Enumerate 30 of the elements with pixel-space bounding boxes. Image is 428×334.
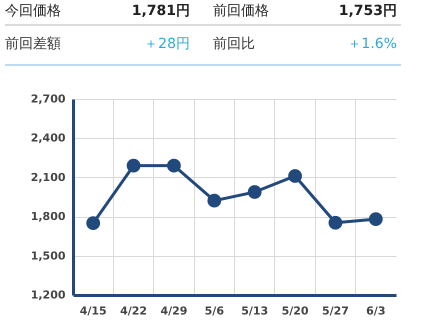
- point: [207, 194, 222, 208]
- x-tick-label: 5/13: [241, 304, 268, 318]
- point: [126, 158, 140, 173]
- point: [288, 169, 302, 183]
- point: [167, 158, 181, 173]
- point: [248, 185, 262, 199]
- y-tick-label: 2,700: [30, 92, 66, 106]
- y-tick-label: 1,500: [30, 249, 66, 262]
- point: [328, 216, 342, 230]
- text: 前回差額: [5, 36, 61, 52]
- text: ＋1.6%: [347, 36, 397, 52]
- point: [86, 216, 100, 230]
- text: 前回価格: [213, 3, 269, 19]
- text: 1,781円: [132, 3, 190, 19]
- x-tick-label: 6/3: [366, 304, 386, 318]
- text: 1,753円: [338, 3, 397, 19]
- x-tick-label: 4/22: [120, 304, 148, 318]
- x-tick-label: 5/27: [322, 304, 349, 318]
- x-tick-label: 4/15: [80, 304, 107, 318]
- x-tick-label: 4/29: [160, 304, 188, 318]
- y-tick-label: 2,400: [30, 132, 66, 145]
- y-tick-label: 1,800: [30, 210, 66, 224]
- y-tick-label: 1,200: [30, 288, 66, 302]
- text: 今回価格: [5, 3, 61, 19]
- x-tick-label: 5/6: [204, 304, 224, 318]
- point: [368, 212, 383, 226]
- text: ＋28円: [144, 36, 190, 52]
- text: 前回比: [213, 36, 255, 52]
- x-tick-label: 5/20: [282, 304, 309, 318]
- y-tick-label: 2,100: [30, 170, 66, 184]
